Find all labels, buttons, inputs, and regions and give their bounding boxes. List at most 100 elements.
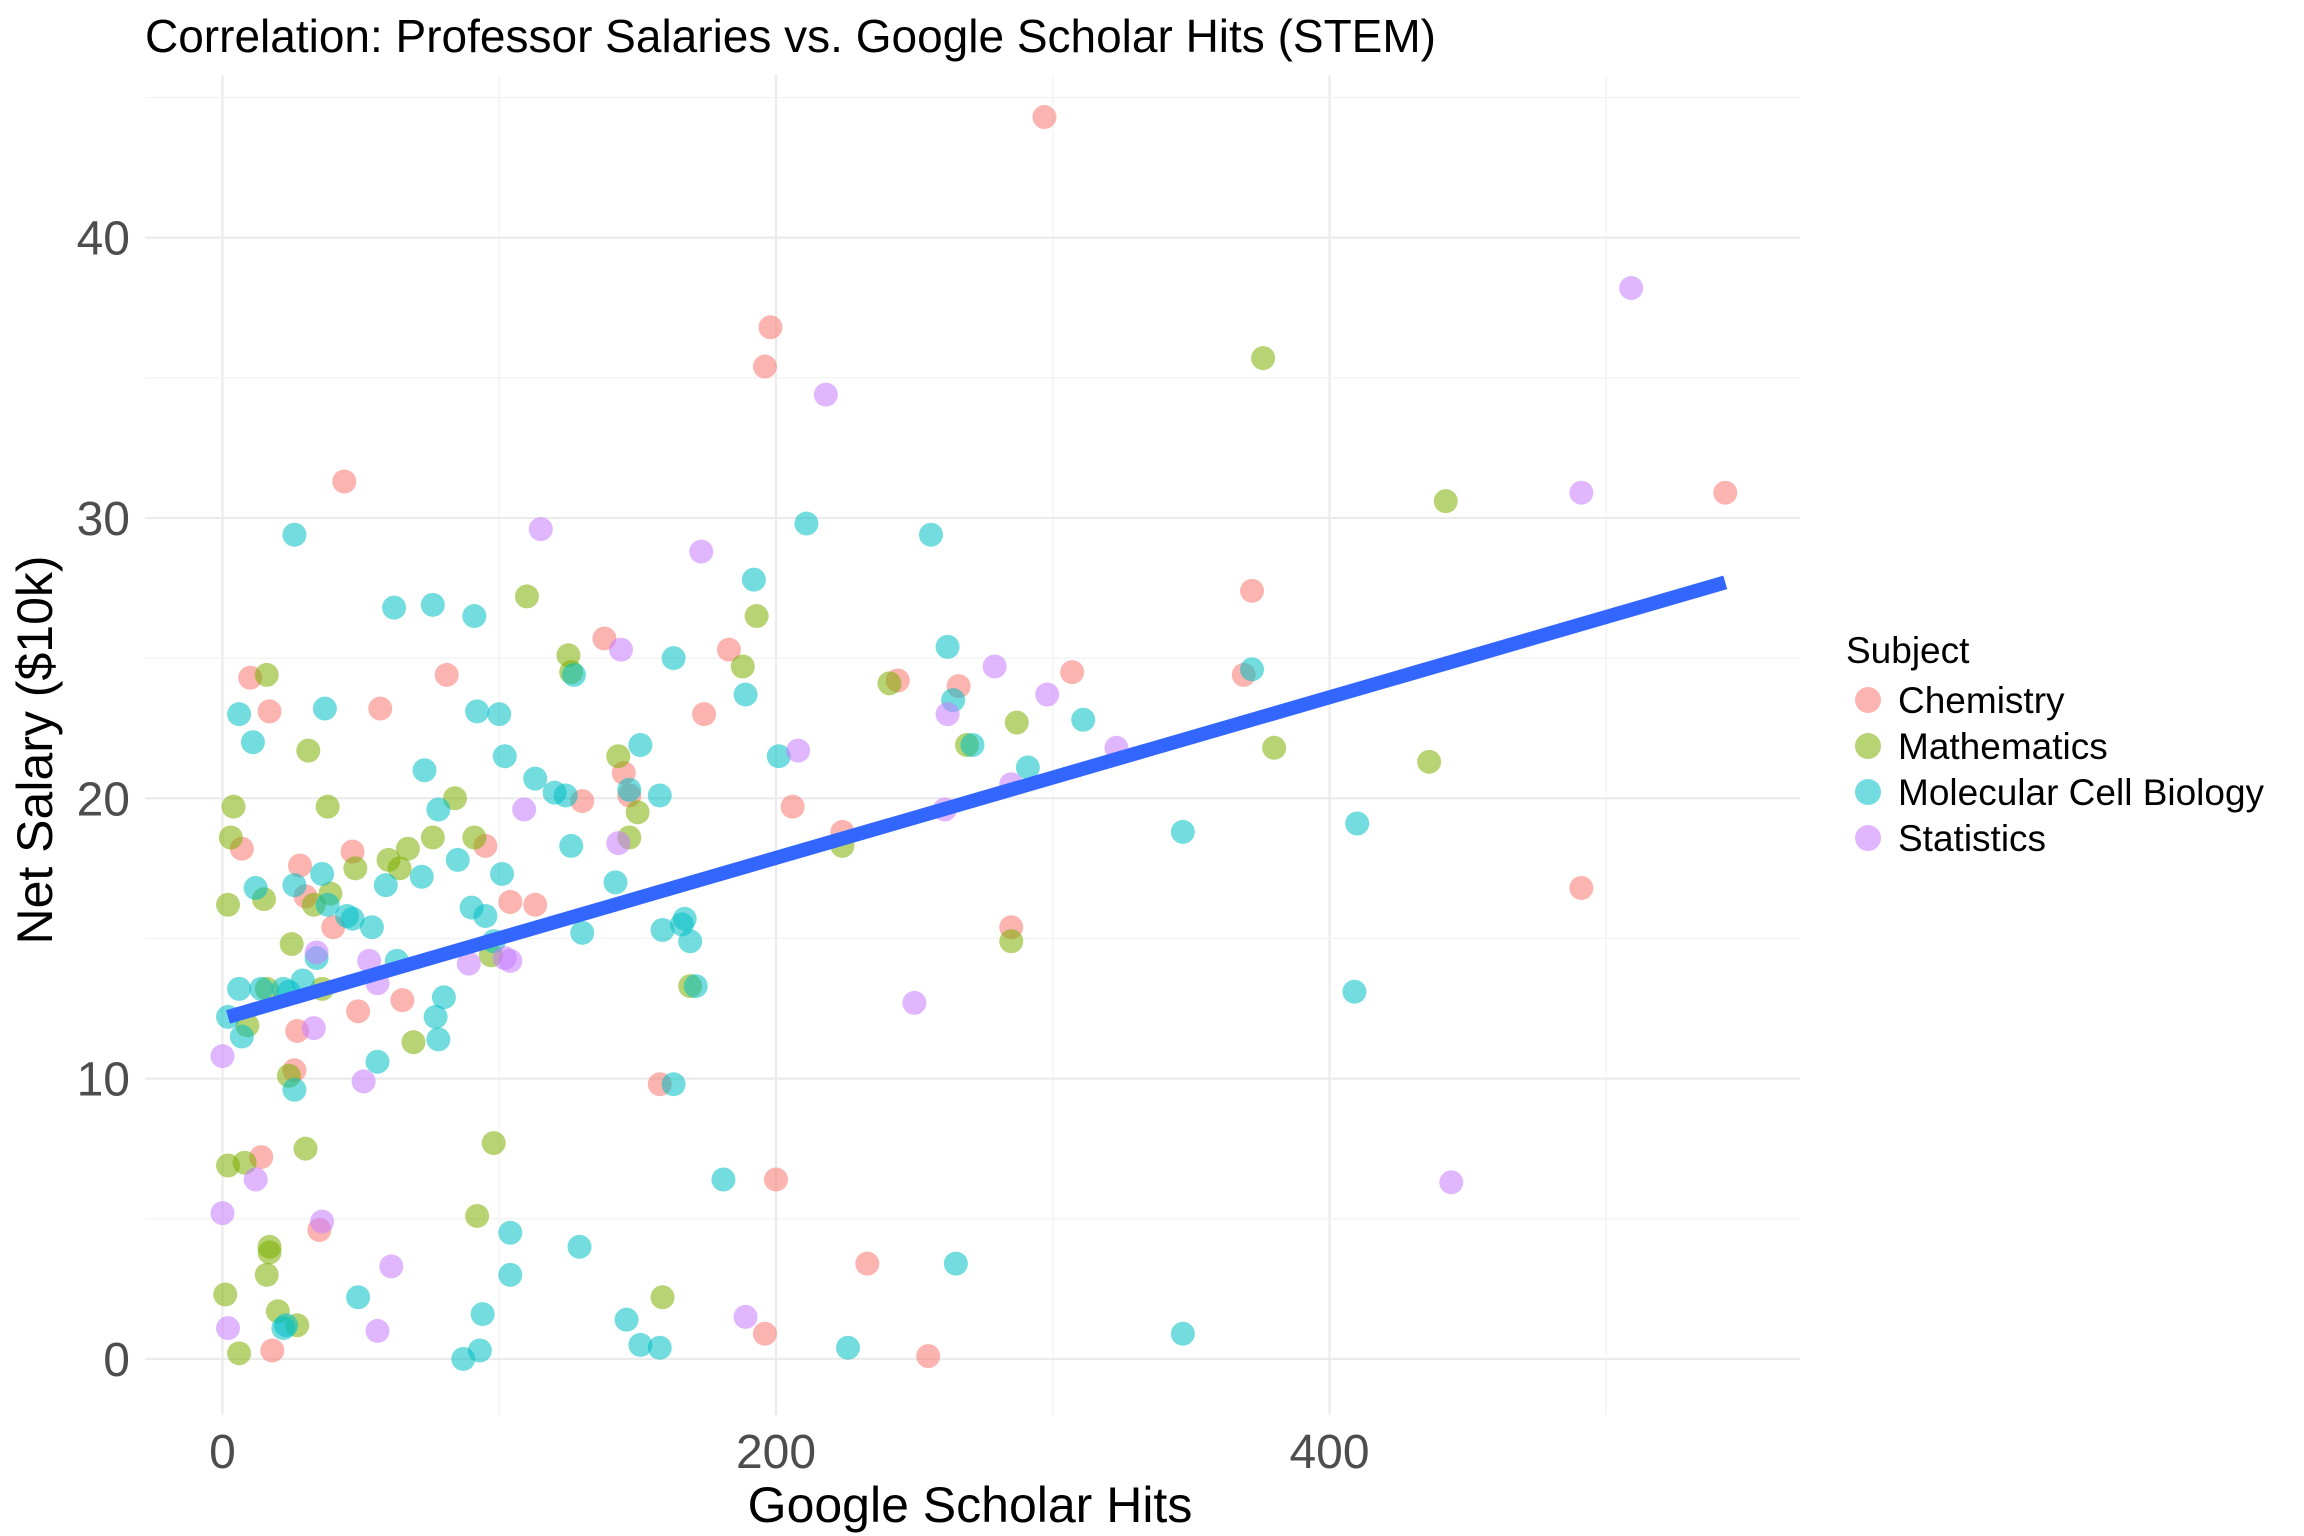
legend-label-molecular-cell-biology: Molecular Cell Biology xyxy=(1898,772,2265,813)
legend-key-chemistry xyxy=(1855,687,1881,713)
point-molecular-cell-biology xyxy=(603,870,628,895)
point-mathematics xyxy=(343,856,368,881)
legend-label-statistics: Statistics xyxy=(1898,818,2046,859)
legend-key-mathematics xyxy=(1855,733,1881,759)
point-molecular-cell-biology xyxy=(462,604,487,629)
point-molecular-cell-biology xyxy=(451,1346,476,1371)
point-statistics xyxy=(310,1209,335,1234)
point-mathematics xyxy=(254,1262,279,1287)
point-chemistry xyxy=(287,853,312,878)
point-molecular-cell-biology xyxy=(335,904,360,929)
point-mathematics xyxy=(296,738,321,763)
legend-title: Subject xyxy=(1846,630,1970,671)
point-mathematics xyxy=(481,1131,506,1156)
point-mathematics xyxy=(514,584,539,609)
point-mathematics xyxy=(999,929,1024,954)
point-statistics xyxy=(1619,276,1644,301)
point-molecular-cell-biology xyxy=(733,682,758,707)
point-molecular-cell-biology xyxy=(1170,819,1195,844)
point-statistics xyxy=(301,1016,326,1041)
point-molecular-cell-biology xyxy=(282,873,307,898)
point-statistics xyxy=(935,702,960,727)
point-molecular-cell-biology xyxy=(227,702,252,727)
point-chemistry xyxy=(390,988,415,1013)
point-mathematics xyxy=(877,671,902,696)
point-mathematics xyxy=(1417,749,1442,774)
legend-key-molecular-cell-biology xyxy=(1855,779,1881,805)
point-molecular-cell-biology xyxy=(490,861,515,886)
point-molecular-cell-biology xyxy=(426,1027,451,1052)
point-statistics xyxy=(982,654,1007,679)
point-molecular-cell-biology xyxy=(445,847,470,872)
point-mathematics xyxy=(401,1030,426,1055)
point-mathematics xyxy=(216,892,241,917)
point-molecular-cell-biology xyxy=(683,974,708,999)
point-chemistry xyxy=(257,699,282,724)
x-axis-title: Google Scholar Hits xyxy=(748,1477,1193,1533)
point-statistics xyxy=(357,948,382,973)
point-mathematics xyxy=(254,662,279,687)
point-chemistry xyxy=(752,1321,777,1346)
point-molecular-cell-biology xyxy=(359,915,384,940)
point-mathematics xyxy=(420,825,445,850)
point-molecular-cell-biology xyxy=(628,733,653,757)
point-molecular-cell-biology xyxy=(647,783,672,808)
point-molecular-cell-biology xyxy=(423,1004,448,1029)
point-statistics xyxy=(216,1316,241,1341)
point-statistics xyxy=(304,940,329,965)
point-chemistry xyxy=(1240,578,1265,603)
point-chemistry xyxy=(1032,105,1057,130)
trend-line-layer xyxy=(226,575,1728,1024)
point-molecular-cell-biology xyxy=(409,864,434,889)
point-chemistry xyxy=(692,702,717,727)
point-molecular-cell-biology xyxy=(249,976,274,1001)
point-molecular-cell-biology xyxy=(628,1332,653,1357)
point-chemistry xyxy=(1713,480,1738,505)
point-molecular-cell-biology xyxy=(935,634,960,659)
point-mathematics xyxy=(218,825,243,850)
point-chemistry xyxy=(346,999,371,1024)
trend-line xyxy=(226,575,1728,1024)
point-molecular-cell-biology xyxy=(412,758,437,783)
point-molecular-cell-biology xyxy=(567,1234,592,1259)
point-molecular-cell-biology xyxy=(553,783,578,808)
point-chemistry xyxy=(758,315,783,340)
point-chemistry xyxy=(916,1344,941,1369)
point-molecular-cell-biology xyxy=(943,1251,968,1276)
point-molecular-cell-biology xyxy=(1345,811,1370,836)
grid-lines xyxy=(145,75,1800,1415)
point-chemistry xyxy=(716,637,741,662)
point-molecular-cell-biology xyxy=(282,1077,307,1102)
axis-ticks: 0 200 400 0 10 20 30 40 xyxy=(77,213,1370,1479)
point-molecular-cell-biology xyxy=(561,662,586,687)
point-molecular-cell-biology xyxy=(741,567,766,592)
point-chemistry xyxy=(855,1251,880,1276)
point-chemistry xyxy=(368,696,393,721)
point-chemistry xyxy=(780,794,805,819)
legend-items: Chemistry Mathematics Molecular Cell Biolo… xyxy=(1855,680,2265,859)
point-molecular-cell-biology xyxy=(523,766,548,791)
point-chemistry xyxy=(523,892,548,917)
point-mathematics xyxy=(213,1282,238,1307)
data-points xyxy=(210,105,1738,1371)
point-molecular-cell-biology xyxy=(465,699,490,724)
point-mathematics xyxy=(293,1136,318,1161)
point-molecular-cell-biology xyxy=(672,906,697,931)
legend-label-mathematics: Mathematics xyxy=(1898,726,2108,767)
point-mathematics xyxy=(279,932,304,957)
point-molecular-cell-biology xyxy=(1071,707,1096,732)
point-molecular-cell-biology xyxy=(1170,1321,1195,1346)
point-statistics xyxy=(1569,480,1594,505)
point-mathematics xyxy=(462,825,487,850)
point-molecular-cell-biology xyxy=(570,920,595,945)
point-molecular-cell-biology xyxy=(431,985,456,1010)
point-statistics xyxy=(365,1318,390,1343)
point-chemistry xyxy=(752,354,777,379)
point-mathematics xyxy=(1433,489,1458,514)
point-mathematics xyxy=(1251,346,1276,371)
point-molecular-cell-biology xyxy=(282,522,307,547)
y-tick-label: 30 xyxy=(77,493,130,546)
y-axis-title: Net Salary ($10k) xyxy=(7,555,63,944)
point-molecular-cell-biology xyxy=(661,646,686,671)
point-molecular-cell-biology xyxy=(617,777,642,802)
